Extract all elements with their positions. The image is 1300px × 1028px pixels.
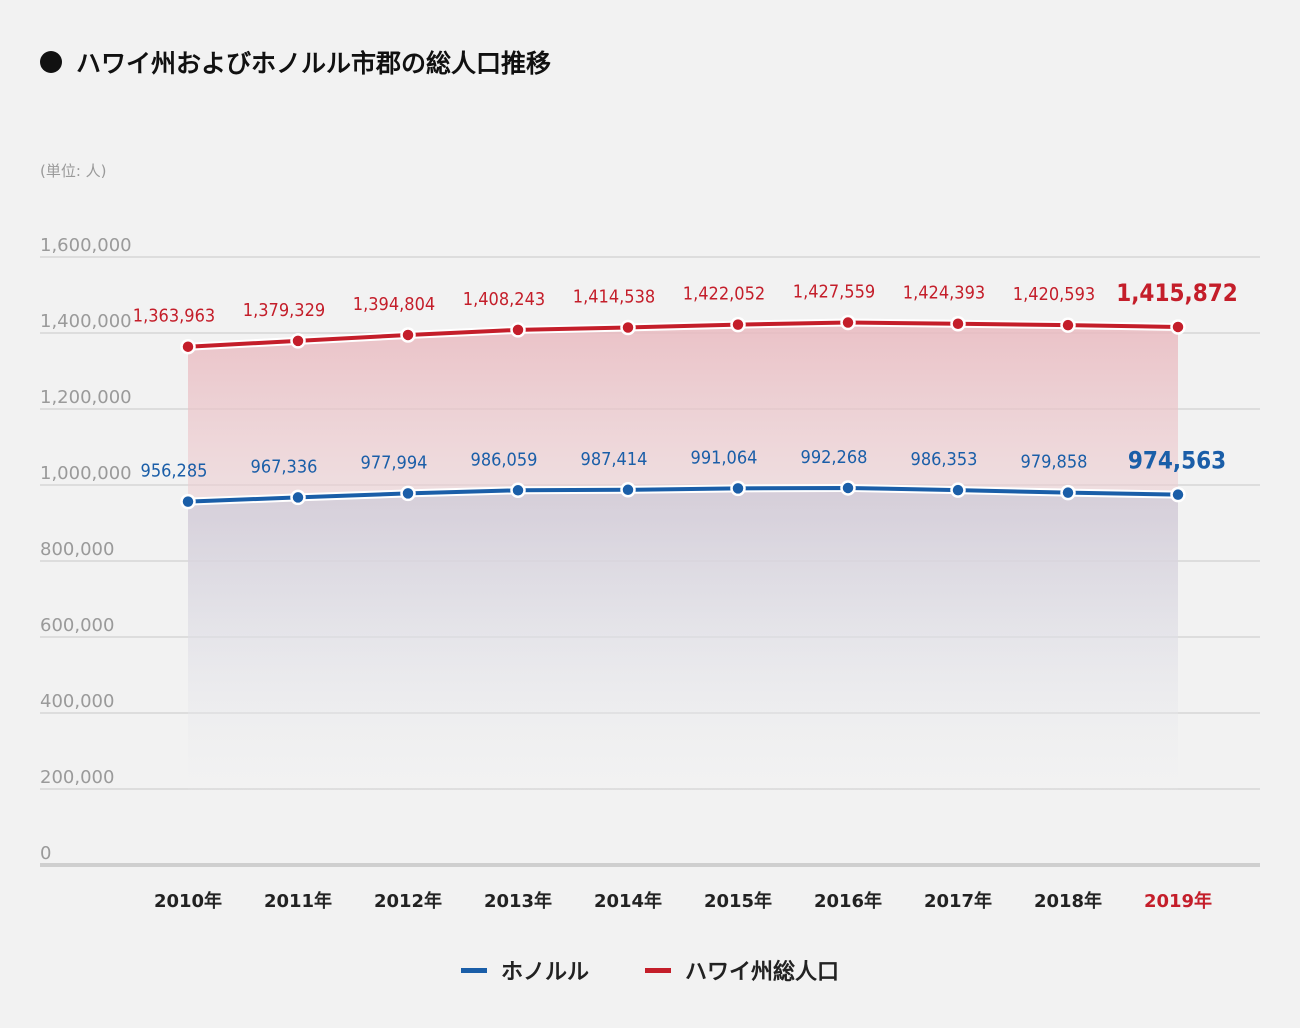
- y-tick-label: 0: [40, 843, 51, 864]
- data-label: 977,994: [361, 452, 428, 473]
- x-tick-label: 2010年: [154, 890, 222, 912]
- data-label: 967,336: [251, 456, 318, 477]
- data-label: 956,285: [141, 461, 208, 482]
- data-label: 1,424,393: [903, 283, 985, 304]
- chart-title: ハワイ州およびホノルル市郡の総人口推移: [40, 44, 551, 80]
- data-point: [1170, 319, 1186, 335]
- data-point: [510, 322, 526, 338]
- legend-item-honolulu: ホノルル: [460, 954, 589, 986]
- legend-item-hawaii: ハワイ州総人口: [645, 954, 839, 986]
- data-label: 987,414: [581, 449, 648, 470]
- data-label: 992,268: [801, 447, 868, 468]
- legend-swatch-honolulu: [460, 967, 487, 973]
- data-point: [840, 314, 856, 331]
- data-label: 974,563: [1128, 447, 1226, 475]
- series-line: [187, 320, 1179, 349]
- legend-swatch-hawaii: [645, 967, 671, 973]
- data-label: 1,427,559: [793, 282, 875, 303]
- data-point: [1060, 484, 1076, 501]
- legend-label-hawaii: ハワイ州総人口: [685, 960, 840, 985]
- series-area: [188, 322, 1178, 808]
- data-point: [840, 480, 856, 496]
- data-point: [400, 485, 416, 502]
- y-tick-label: 1,200,000: [40, 387, 132, 408]
- series-line: [187, 485, 1179, 504]
- data-label: 1,394,804: [353, 294, 435, 315]
- data-point: [620, 482, 636, 498]
- data-label: 1,408,243: [463, 289, 545, 310]
- unit-label: (単位: 人): [40, 162, 107, 180]
- data-label: 1,415,872: [1116, 279, 1238, 307]
- x-tick-label: 2016年: [814, 890, 882, 912]
- data-point: [950, 315, 966, 332]
- data-point: [290, 489, 306, 506]
- data-point: [180, 493, 196, 510]
- x-tick-label: 2019年: [1144, 890, 1212, 912]
- data-label: 1,422,052: [683, 284, 765, 305]
- y-tick-label: 200,000: [40, 767, 114, 788]
- data-label: 1,379,329: [243, 300, 325, 321]
- data-label: 991,064: [691, 447, 758, 468]
- y-tick-label: 1,000,000: [40, 463, 132, 484]
- x-tick-label: 2014年: [594, 890, 662, 912]
- data-label: 986,353: [911, 449, 978, 470]
- y-tick-label: 1,400,000: [40, 311, 132, 332]
- data-point: [730, 480, 746, 497]
- data-label: 1,363,963: [133, 306, 215, 327]
- data-point: [290, 333, 306, 349]
- x-tick-label: 2017年: [924, 890, 992, 912]
- x-tick-label: 2018年: [1034, 890, 1102, 912]
- data-label: 1,420,593: [1013, 284, 1095, 305]
- data-label: 979,858: [1021, 452, 1088, 473]
- y-tick-label: 600,000: [40, 615, 114, 636]
- y-tick-label: 1,600,000: [40, 235, 132, 256]
- x-tick-label: 2011年: [264, 890, 332, 912]
- data-point: [510, 482, 526, 499]
- data-point: [1060, 317, 1076, 333]
- y-tick-label: 800,000: [40, 539, 114, 560]
- legend: ホノルル ハワイ州総人口: [0, 954, 1300, 986]
- data-label: 986,059: [471, 449, 538, 470]
- data-point: [730, 316, 746, 333]
- data-point: [950, 482, 966, 498]
- legend-label-honolulu: ホノルル: [500, 960, 589, 985]
- x-tick-label: 2013年: [484, 890, 552, 912]
- y-tick-label: 400,000: [40, 691, 114, 712]
- x-tick-label: 2015年: [704, 890, 772, 912]
- title-bullet-icon: [40, 51, 62, 73]
- data-point: [620, 319, 636, 336]
- data-point: [1170, 486, 1186, 503]
- data-point: [400, 327, 416, 343]
- data-label: 1,414,538: [573, 286, 655, 307]
- data-point: [180, 338, 196, 355]
- x-tick-label: 2012年: [374, 890, 442, 912]
- chart-title-text: ハワイ州およびホノルル市郡の総人口推移: [76, 49, 552, 78]
